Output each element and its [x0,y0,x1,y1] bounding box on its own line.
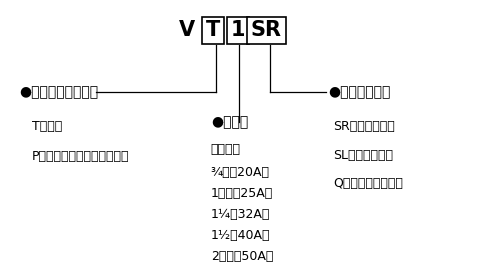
Text: SL：左ネジ取付: SL：左ネジ取付 [334,148,394,162]
Text: ●サイズ: ●サイズ [211,115,248,129]
Text: SR: SR [251,20,282,40]
Text: SR：右ネジ取付: SR：右ネジ取付 [334,120,395,133]
Text: 呼称寸法: 呼称寸法 [211,143,241,156]
Text: 1½（40A）: 1½（40A） [211,229,270,242]
Text: T：単式: T：単式 [32,120,62,133]
Text: 1: 1 [230,20,244,40]
Text: ¾　（20A）: ¾ （20A） [211,166,270,178]
Text: T: T [205,20,219,40]
Text: P：複式（内管固定タイプ）: P：複式（内管固定タイプ） [32,150,130,163]
Text: 1: 1 [230,20,245,40]
Text: 2　　（50A）: 2 （50A） [211,250,273,263]
Text: V: V [179,20,195,40]
Text: Q　：フランジ取付: Q ：フランジ取付 [334,177,403,190]
Text: 1　　（25A）: 1 （25A） [211,187,273,200]
Text: 1¼（32A）: 1¼（32A） [211,208,270,221]
Text: ●取り合い形状: ●取り合い形状 [328,85,391,99]
Text: ●流路及び内管方式: ●流路及び内管方式 [20,85,99,99]
Text: SR: SR [250,20,281,40]
Text: T: T [206,20,220,40]
